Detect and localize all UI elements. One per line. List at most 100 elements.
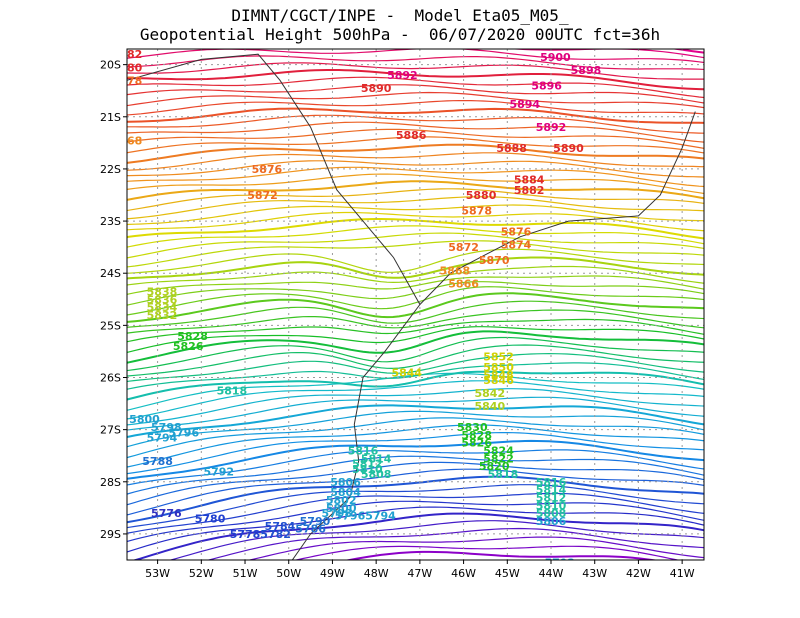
contour-line [127,143,704,164]
contour-line [127,309,704,334]
contour-label: 5824 [483,445,514,458]
contour-label: 5812 [536,491,567,504]
contour-label: 5840 [474,400,505,413]
contour-label: 5868 [112,134,143,147]
contour-line [127,432,704,475]
contour-line [127,396,704,431]
contour-label: 5896 [531,80,562,93]
contour-line [127,240,704,268]
contour-label: 5816 [348,445,379,458]
contour-line [127,318,704,343]
contour-line [127,380,704,420]
contour-line [127,449,704,486]
x-tick-label: 47W [407,567,432,580]
contour-line [127,506,704,553]
contour-line [127,121,704,143]
contour-line [127,107,704,124]
contour-label: 5886 [396,129,427,142]
contour-label: 5786 [295,523,326,536]
contour-label: 5838 [147,285,178,298]
contour-line [127,265,704,286]
contour-label: 5898 [571,64,602,77]
contour-label: 5868 [440,265,471,278]
contour-label: 5806 [536,515,567,528]
contour-line [127,468,704,516]
contour-label: 5880 [466,189,497,202]
contour-line [127,62,704,80]
contour-label: 5804 [330,486,361,499]
contour-label: 5842 [474,387,505,400]
x-tick-label: 52W [189,567,214,580]
contour-line [127,372,704,411]
contour-line [127,492,704,534]
contour-line [127,91,704,109]
contour-line [127,114,704,134]
contour-line [127,461,704,506]
contour-lines [127,49,704,560]
contour-line [127,166,704,188]
contour-line [127,275,704,295]
x-tick-label: 48W [364,567,389,580]
contour-label: 5844 [391,366,422,379]
x-tick-label: 49W [320,567,345,580]
contour-label: 5894 [509,98,540,111]
contour-label: 5828 [461,429,492,442]
contour-line [127,417,704,459]
contour-label: 5806 [330,476,361,489]
contour-label: 5852 [483,351,514,364]
contour-label: 5810 [352,463,383,476]
contour-line [127,352,704,383]
contour-line [127,55,704,71]
contour-line [247,536,704,560]
contour-label: 5834 [147,301,178,314]
contour-line [127,211,704,232]
y-axis: 20S 21S 22S 23S 24S 25S 26S 27S 28S 29S [100,59,127,541]
contour-label: 5796 [335,510,366,523]
y-tick-label: 26S [100,372,121,385]
contour-label: 5876 [252,163,283,176]
contour-line [293,545,681,560]
contour-line [127,362,704,390]
y-tick-label: 27S [100,424,121,437]
contour-label: 5808 [361,468,392,481]
x-axis: 53W 52W 51W 50W 49W 48W 47W 46W 45W 44W 43W 42W 41W [145,560,695,580]
contour-label: 5812 [352,458,383,471]
contour-label: 5872 [448,241,479,254]
y-tick-label: 24S [100,267,121,280]
x-tick-label: 41W [670,567,695,580]
contour-line [127,300,704,328]
contour-label: 5874 [501,239,532,252]
contour-line [127,136,704,154]
contour-label: 5800 [129,413,160,426]
contour-label: 5836 [147,293,178,306]
chart-title: DIMNT/CGCT/INPE - Model Eta05_M05_ [231,6,569,25]
contour-label: 5882 [514,184,545,197]
contour-label: 5892 [387,69,418,82]
contour-label: 5818 [488,468,519,481]
contour-line [127,128,704,149]
y-tick-label: 21S [100,111,121,124]
x-tick-label: 43W [582,567,607,580]
contour-line [127,196,704,220]
contour-label: 5890 [361,82,392,95]
y-tick-label: 25S [100,319,121,332]
contour-label: 5794 [365,510,396,523]
contour-label: 5876 [501,226,532,239]
contour-label: 5780 [195,512,226,525]
chart-subtitle: Geopotential Height 500hPa - 06/07/2020 … [139,25,661,44]
contour-label: 5796 [169,426,200,439]
contour-label: 5800 [326,502,357,515]
contour-label: 5808 [536,507,567,520]
contour-label: 5828 [177,330,208,343]
contour-label: 5798 [322,507,353,520]
contour-labels: 5900589858965894589258925890589058885886… [112,49,602,560]
contour-line [127,370,704,401]
contour-line [127,100,704,116]
contour-line [127,49,704,64]
contour-label: 5888 [496,142,527,155]
contour-label: 5870 [479,254,510,267]
contour-line [127,152,704,171]
y-tick-label: 20S [100,59,121,72]
coastline-segment [127,53,421,560]
